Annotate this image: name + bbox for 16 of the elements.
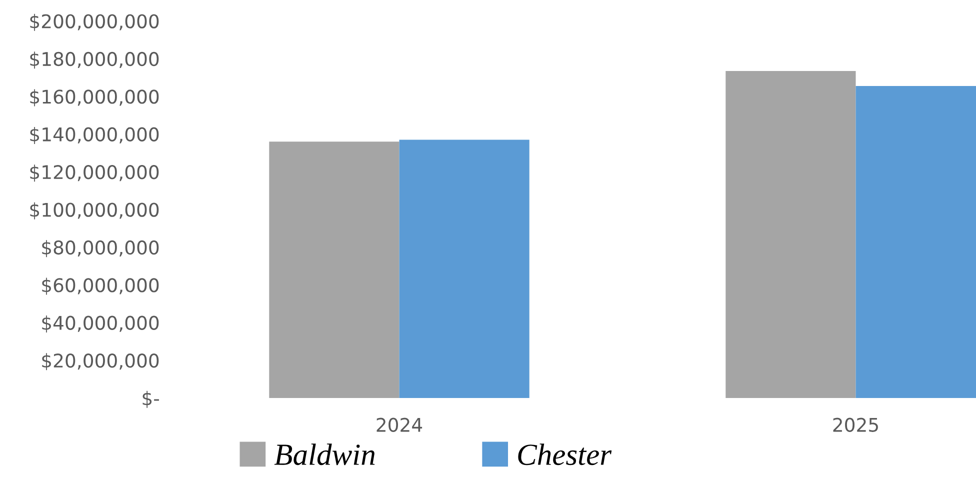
y-tick-label: $40,000,000 xyxy=(42,315,159,332)
y-tick-label: $60,000,000 xyxy=(42,278,159,295)
bar xyxy=(269,142,400,398)
x-tick-label: 2024 xyxy=(376,418,422,432)
x-tick-label: 2025 xyxy=(833,418,878,432)
y-tick-label: $- xyxy=(142,390,159,408)
y-tick-label: $80,000,000 xyxy=(42,240,159,258)
y-tick-label: $100,000,000 xyxy=(30,202,159,220)
legend-label: Baldwin xyxy=(274,444,375,466)
y-tick-label: $160,000,000 xyxy=(30,89,159,106)
y-tick-label: $180,000,000 xyxy=(30,52,159,69)
y-tick-label: $200,000,000 xyxy=(30,14,159,31)
legend-label: Chester xyxy=(518,444,612,466)
y-tick-label: $120,000,000 xyxy=(30,164,159,182)
y-tick-label: $20,000,000 xyxy=(42,353,159,370)
y-tick-label: $140,000,000 xyxy=(30,126,159,144)
